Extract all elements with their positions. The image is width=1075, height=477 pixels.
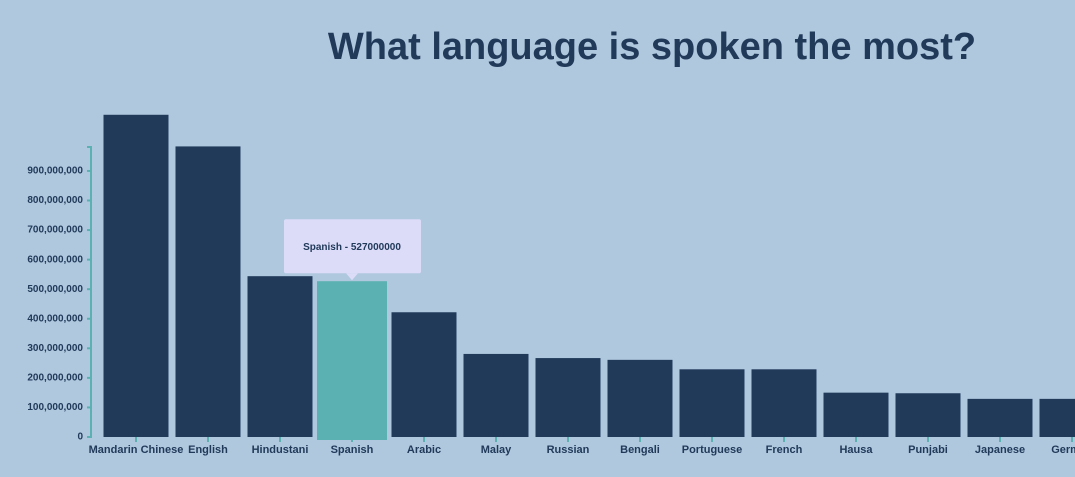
tooltip-text: Spanish - 527000000 [303,242,401,253]
x-tick-label: Spanish [331,444,374,456]
y-tick-label: 900,000,000 [27,166,83,177]
x-tick-label: Arabic [407,444,441,456]
x-tick-label: Portuguese [682,444,743,456]
x-tick-label: English [188,444,228,456]
bar [967,398,1033,437]
bar [1039,398,1075,437]
bar [679,369,745,437]
bar [317,281,387,440]
x-tick-label: Hausa [839,444,873,456]
bar [463,353,529,437]
x-tick-label: Bengali [620,444,660,456]
bar [103,114,169,438]
chart-title: What language is spoken the most? [328,26,976,68]
bar [895,393,961,437]
x-tick-label: Japanese [975,444,1025,456]
bar [175,146,241,438]
bar [607,359,673,437]
bar [247,276,313,437]
y-tick-label: 400,000,000 [27,313,83,324]
y-tick-label: 300,000,000 [27,343,83,354]
tooltip-pointer [346,273,358,281]
bar [535,358,601,437]
x-tick-label: Punjabi [908,444,948,456]
x-tick-label: Hindustani [252,444,309,456]
y-tick-label: 500,000,000 [27,284,83,295]
y-tick-label: 700,000,000 [27,225,83,236]
x-tick-label: Malay [481,444,512,456]
y-tick-label: 100,000,000 [27,402,83,413]
x-tick-label: Russian [547,444,590,456]
tooltip: Spanish - 527000000 [284,219,421,281]
x-tick-label: Mandarin Chinese [89,444,184,456]
y-tick-label: 600,000,000 [27,254,83,265]
tooltip-box [284,219,421,274]
y-tick-label: 800,000,000 [27,195,83,206]
bar [391,312,457,437]
y-tick-label: 0 [77,432,83,443]
bar [823,392,889,437]
x-tick-label: German [1051,444,1075,456]
bar [751,369,817,437]
y-tick-label: 200,000,000 [27,373,83,384]
x-tick-label: French [766,444,803,456]
